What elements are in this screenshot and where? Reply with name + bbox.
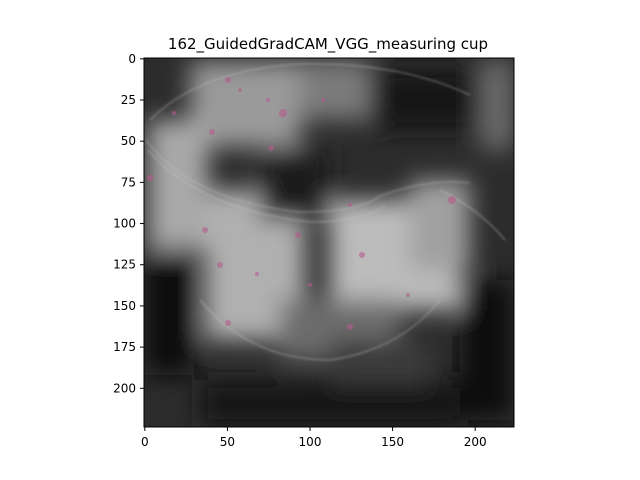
speckle [295, 232, 301, 238]
cup-outline [145, 63, 506, 361]
speckle [225, 77, 231, 83]
y-axis: 0 25 50 75 100 125 150 175 200 [113, 52, 144, 395]
blob-bottom-mid [330, 340, 430, 385]
cup-rim-curve-inner [147, 149, 386, 223]
speckle [359, 252, 365, 258]
blob-right-edge [480, 60, 514, 150]
speckle [348, 203, 352, 207]
plot-frame [143, 57, 515, 428]
y-tick-label: 200 [113, 381, 136, 395]
cup-rim-curve [145, 139, 471, 213]
blob-left-mid [148, 120, 208, 250]
blob-center-dark [260, 150, 330, 220]
x-tick-label: 150 [381, 435, 404, 449]
y-tick-label: 50 [121, 134, 136, 148]
blob-bottom-dark [200, 380, 460, 427]
y-tick-label: 125 [113, 258, 136, 272]
speckle [266, 98, 270, 102]
figure-title: 162_GuidedGradCAM_VGG_measuring cup [168, 35, 488, 54]
x-tick-label: 100 [299, 435, 322, 449]
y-tick-label: 75 [121, 175, 136, 189]
x-axis: 0 50 100 150 200 [141, 427, 487, 449]
saliency-image [144, 58, 514, 427]
speckle [147, 175, 153, 181]
speckle [347, 324, 353, 330]
blob-right-dark [460, 280, 514, 420]
cup-lower-curve [199, 299, 441, 361]
speckle [209, 129, 215, 135]
speckle [406, 293, 410, 297]
y-tick-label: 25 [121, 93, 136, 107]
blob-right-light [410, 180, 470, 270]
speckle [238, 88, 242, 92]
blob-top-left [190, 62, 300, 147]
speckle [172, 111, 176, 115]
speckles [147, 77, 456, 330]
speckle [268, 145, 274, 151]
speckle [225, 320, 231, 326]
x-tick-label: 200 [464, 435, 487, 449]
cup-bowl-curve [149, 63, 471, 121]
y-tick-label: 100 [113, 217, 136, 231]
y-tick-label: 175 [113, 340, 136, 354]
speckle [217, 262, 223, 268]
speckle [448, 196, 456, 204]
speckle [202, 227, 208, 233]
heat-blobs [144, 60, 514, 427]
x-tick-label: 0 [141, 435, 149, 449]
speckle [279, 109, 287, 117]
speckle [255, 272, 259, 276]
blob-top-right-dark [370, 70, 480, 130]
y-tick-label: 0 [128, 52, 136, 66]
cup-handle-curve [439, 189, 506, 241]
blob-top-mid [300, 60, 370, 120]
x-tick-label: 50 [220, 435, 235, 449]
speckle [308, 283, 312, 287]
blob-left-dark [144, 255, 194, 375]
speckle [321, 98, 325, 102]
y-tick-label: 150 [113, 299, 136, 313]
